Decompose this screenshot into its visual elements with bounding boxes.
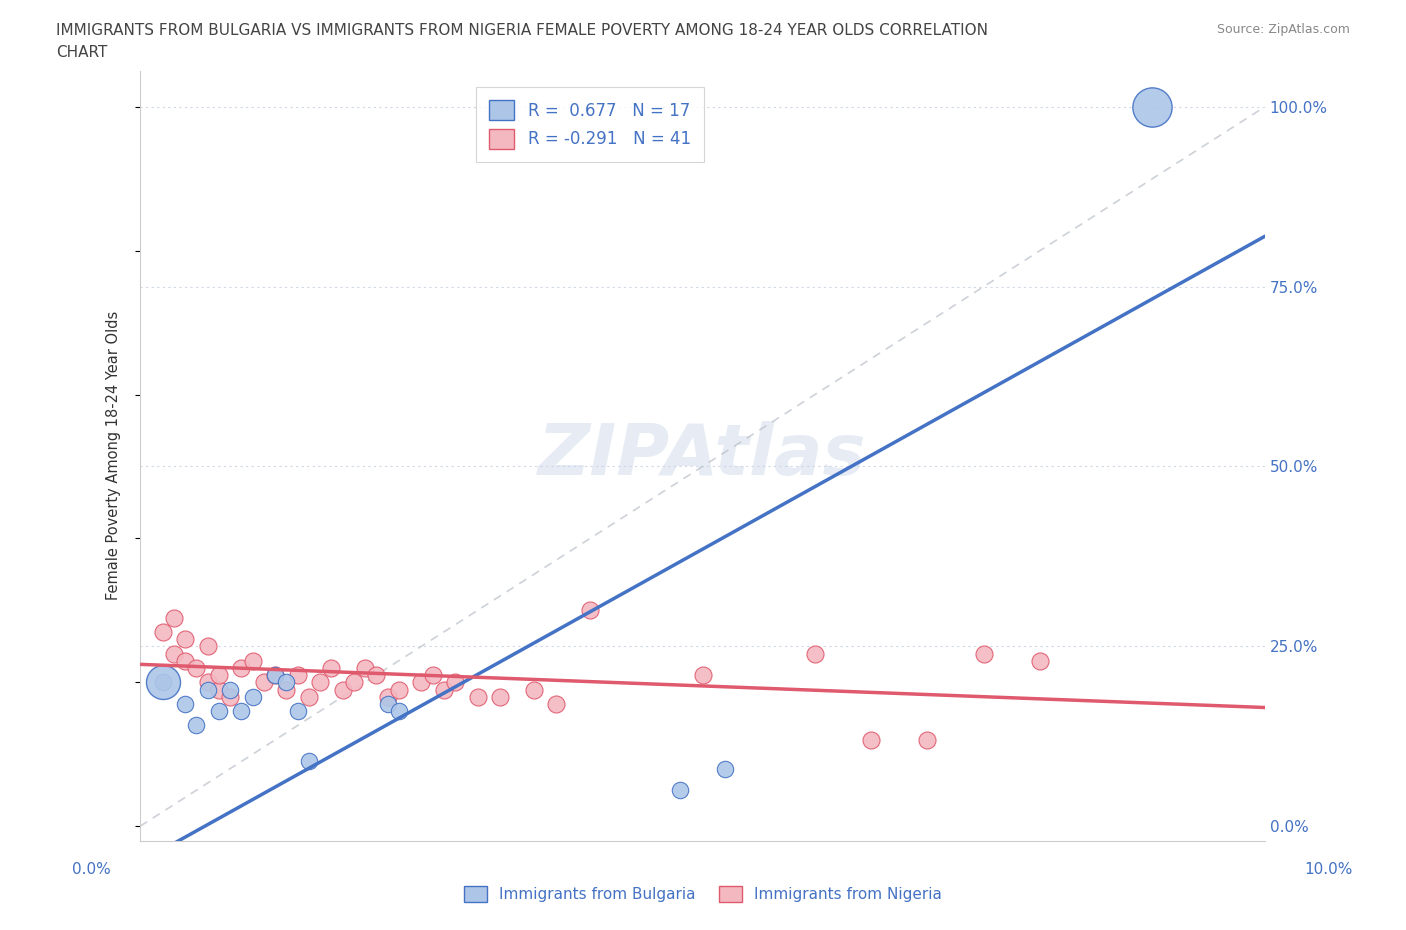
Point <box>174 631 197 646</box>
Point <box>917 733 939 748</box>
Point <box>287 668 309 683</box>
Y-axis label: Female Poverty Among 18-24 Year Olds: Female Poverty Among 18-24 Year Olds <box>107 311 121 601</box>
Point <box>546 697 568 711</box>
Point <box>377 689 399 704</box>
Point <box>343 675 366 690</box>
Point <box>197 682 219 697</box>
Text: ZIPAtlas: ZIPAtlas <box>538 421 866 490</box>
Point <box>174 653 197 668</box>
Text: 0.0%: 0.0% <box>72 862 111 877</box>
Point <box>152 675 174 690</box>
Point <box>186 660 208 675</box>
Point <box>208 704 231 719</box>
Point <box>242 689 264 704</box>
Point <box>579 603 602 618</box>
Text: IMMIGRANTS FROM BULGARIA VS IMMIGRANTS FROM NIGERIA FEMALE POVERTY AMONG 18-24 Y: IMMIGRANTS FROM BULGARIA VS IMMIGRANTS F… <box>56 23 988 38</box>
Point <box>692 668 714 683</box>
Point <box>973 646 995 661</box>
Point <box>276 682 298 697</box>
Point <box>231 704 253 719</box>
Point <box>1142 100 1164 114</box>
Point <box>242 653 264 668</box>
Point <box>804 646 827 661</box>
Point <box>388 682 411 697</box>
Point <box>444 675 467 690</box>
Point <box>411 675 433 690</box>
Text: CHART: CHART <box>56 45 108 60</box>
Point <box>860 733 883 748</box>
Point <box>163 610 186 625</box>
Point <box>197 675 219 690</box>
Point <box>208 682 231 697</box>
Point <box>298 689 321 704</box>
Point <box>366 668 388 683</box>
Point <box>489 689 512 704</box>
Point <box>197 639 219 654</box>
Point <box>231 660 253 675</box>
Point <box>253 675 276 690</box>
Point <box>422 668 444 683</box>
Point <box>219 682 242 697</box>
Text: 10.0%: 10.0% <box>1305 862 1353 877</box>
Point <box>354 660 377 675</box>
Point <box>163 646 186 661</box>
Point <box>219 689 242 704</box>
Point <box>208 668 231 683</box>
Point <box>152 625 174 640</box>
Point <box>321 660 343 675</box>
Point <box>433 682 456 697</box>
Point <box>388 704 411 719</box>
Point <box>377 697 399 711</box>
Point <box>669 783 692 798</box>
Point <box>152 675 174 690</box>
Point <box>523 682 546 697</box>
Legend: R =  0.677   N = 17, R = -0.291   N = 41: R = 0.677 N = 17, R = -0.291 N = 41 <box>477 86 704 163</box>
Text: Source: ZipAtlas.com: Source: ZipAtlas.com <box>1216 23 1350 36</box>
Point <box>276 675 298 690</box>
Point <box>714 762 737 777</box>
Point <box>174 697 197 711</box>
Point <box>1029 653 1052 668</box>
Point <box>332 682 354 697</box>
Point <box>467 689 489 704</box>
Point <box>287 704 309 719</box>
Point <box>309 675 332 690</box>
Point <box>298 754 321 769</box>
Legend: Immigrants from Bulgaria, Immigrants from Nigeria: Immigrants from Bulgaria, Immigrants fro… <box>458 880 948 909</box>
Point <box>264 668 287 683</box>
Point <box>264 668 287 683</box>
Point <box>186 718 208 733</box>
